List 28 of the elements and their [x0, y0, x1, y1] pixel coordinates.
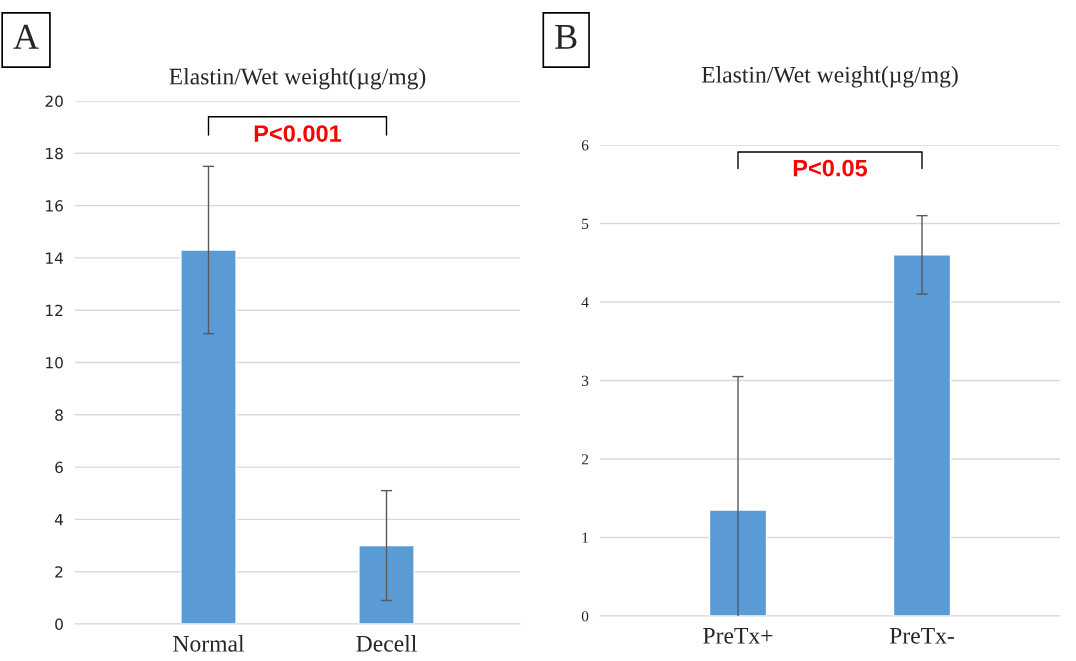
- annotation: P<0.05: [793, 159, 868, 177]
- y-tick-label: 0: [581, 611, 589, 622]
- y-tick-label: 4: [581, 297, 589, 308]
- x-tick-label: Normal: [173, 635, 245, 652]
- y-tick-label: 6: [581, 140, 589, 151]
- y-tick-label: 12: [46, 304, 63, 316]
- annotation: P<0.001: [254, 125, 342, 142]
- y-tick-label: 16: [46, 200, 63, 212]
- y-tick-label: 5: [582, 218, 589, 229]
- x-tick-label: Decell: [356, 635, 417, 652]
- y-tick-label: 6: [55, 461, 63, 474]
- y-tick-label: 2: [581, 454, 589, 465]
- y-tick-label: 14: [46, 252, 64, 264]
- x-tick-label: PreTx-: [889, 628, 954, 644]
- chart-title: Elastin/Wet weight(µg/mg): [169, 67, 426, 90]
- y-tick-label: 2: [55, 566, 63, 578]
- text: B: [555, 25, 577, 49]
- y-tick-label: 0: [55, 618, 63, 631]
- y-tick-label: 20: [45, 95, 63, 108]
- y-tick-label: 1: [582, 532, 588, 543]
- y-tick-label: 3: [581, 375, 589, 386]
- chart-title: Elastin/Wet weight(µg/mg): [701, 66, 958, 88]
- x-tick-label: PreTx+: [703, 628, 773, 644]
- y-tick-label: 8: [55, 409, 63, 421]
- y-tick-label: 10: [46, 356, 63, 369]
- text: A: [13, 24, 39, 49]
- y-tick-label: 4: [54, 514, 64, 526]
- y-tick-label: 18: [46, 147, 63, 160]
